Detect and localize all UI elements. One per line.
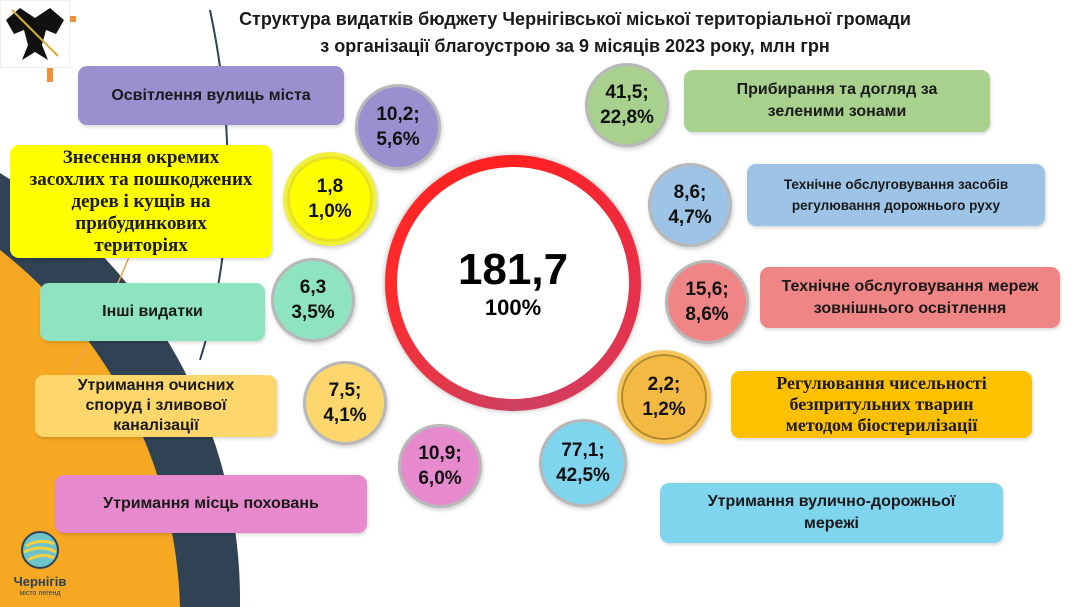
total-percent: 100%: [484, 295, 542, 320]
value: 41,5;: [605, 82, 649, 103]
value: 6,3: [299, 277, 327, 298]
percent: 4,1%: [323, 405, 367, 426]
value-circle-other: 6,3 3,5%: [271, 258, 355, 342]
category-road-network: Утримання вулично-дорожньої мережі: [660, 483, 1003, 543]
category-stray-animals: Регулювання чисельності безпритульних тв…: [731, 371, 1032, 438]
percent: 3,5%: [291, 302, 335, 323]
value-circle-outdoor-lighting: 15,6; 8,6%: [665, 260, 749, 344]
city-logo-tagline: місто легенд: [19, 590, 61, 597]
value-circle-treatment-facilities: 7,5; 4,1%: [303, 361, 387, 445]
value-circle-tree-removal: 1,8 1,0%: [283, 152, 377, 246]
category-outdoor-lighting: Технічне обслуговування мереж зовнішньог…: [760, 267, 1060, 328]
value: 7,5;: [328, 380, 362, 401]
percent: 8,6%: [685, 304, 729, 325]
percent: 6,0%: [418, 468, 462, 489]
category-label: Утримання місць поховань: [103, 495, 319, 512]
category-tree-removal: Знесення окремих засохлих та пошкоджених…: [10, 145, 272, 258]
value-circle-stray-animals: 2,2; 1,2%: [617, 350, 711, 444]
total-value: 181,7: [457, 245, 569, 294]
value: 10,2;: [376, 104, 420, 125]
category-other: Інші видатки: [40, 283, 265, 341]
category-cemeteries: Утримання місць поховань: [55, 475, 367, 533]
percent: 42,5%: [556, 465, 610, 486]
percent: 5,6%: [376, 129, 420, 150]
category-label: Прибирання та догляд за зеленими зонами: [736, 81, 938, 120]
coat-of-arms-logo: [0, 0, 70, 68]
value: 15,6;: [685, 279, 729, 300]
total-ring-inner: 181,7 100%: [397, 167, 629, 399]
value-circle-cemeteries: 10,9; 6,0%: [398, 424, 482, 508]
value: 8,6;: [673, 182, 707, 203]
percent: 1,0%: [308, 201, 352, 222]
category-label: Інші видатки: [102, 303, 203, 320]
city-logo-name: Чернігів: [13, 574, 67, 589]
value-circle-road-network: 77,1; 42,5%: [539, 419, 627, 507]
value-circle-green-zones: 41,5; 22,8%: [585, 63, 669, 147]
decor-square: [70, 16, 76, 22]
category-label: Утримання вулично-дорожньої мережі: [707, 493, 956, 532]
yarn-ball-icon: [21, 531, 59, 569]
category-label: Технічне обслуговування мереж зовнішньог…: [781, 277, 1039, 317]
percent: 1,2%: [642, 399, 686, 420]
percent: 22,8%: [600, 107, 654, 128]
percent: 4,7%: [668, 207, 712, 228]
category-label: Освітлення вулиць міста: [111, 86, 311, 104]
title-line-2: з організації благоустрою за 9 місяців 2…: [320, 36, 830, 56]
value: 10,9;: [418, 443, 462, 464]
category-green-zones: Прибирання та догляд за зеленими зонами: [684, 70, 990, 132]
category-label: Технічне обслуговування засобів регулюва…: [783, 177, 1009, 213]
category-label: Утримання очисних споруд і зливової кана…: [77, 377, 235, 434]
category-traffic-control: Технічне обслуговування засобів регулюва…: [747, 164, 1045, 226]
title-line-1: Структура видатків бюджету Чернігівської…: [239, 9, 911, 29]
total-ring: 181,7 100%: [385, 155, 641, 411]
category-label: Регулювання чисельності безпритульних тв…: [776, 373, 987, 435]
value: 1,8: [316, 176, 344, 197]
value-circle-street-lighting: 10,2; 5,6%: [355, 84, 441, 170]
value: 2,2;: [647, 374, 681, 395]
category-label: Знесення окремих засохлих та пошкоджених…: [29, 146, 253, 256]
category-street-lighting: Освітлення вулиць міста: [78, 66, 344, 125]
city-logo: Чернігів місто легенд: [10, 530, 70, 598]
value: 77,1;: [561, 440, 605, 461]
category-treatment-facilities: Утримання очисних споруд і зливової кана…: [35, 375, 277, 437]
decor-square: [47, 68, 53, 82]
page-title: Структура видатків бюджету Чернігівської…: [150, 6, 1000, 60]
value-circle-traffic-control: 8,6; 4,7%: [648, 163, 732, 247]
